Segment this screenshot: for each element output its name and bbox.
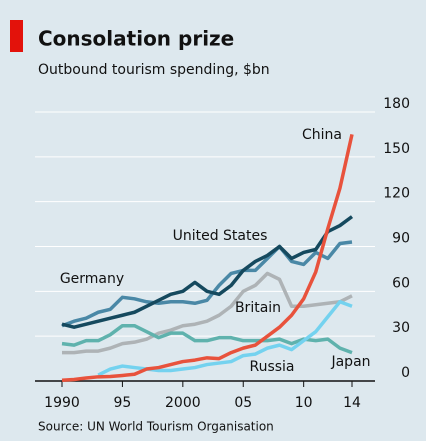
series-line [61,134,354,382]
y-tick-label: 30 [392,320,410,336]
series-line [61,240,353,328]
y-tick-label: 180 [383,96,410,112]
x-tick-label: 14 [343,395,361,411]
y-tick-label: 90 [392,231,410,247]
source: Source: UN World Tourism Organisation [38,420,274,434]
red-tag [10,20,23,52]
series-line [61,215,354,329]
x-tick-label: 05 [234,395,252,411]
x-tick-label: 2000 [165,395,201,411]
series-label: Japan [330,354,370,370]
x-tick-label: 95 [114,395,132,411]
series-label: Germany [60,271,124,287]
x-tick-label: 1990 [44,395,80,411]
y-tick-label: 150 [383,141,410,157]
series-line [62,271,353,355]
series-label: United States [173,228,268,244]
y-tick-label: 120 [383,186,410,202]
series-label: Russia [249,359,294,375]
series-line [97,300,353,377]
series-label: Britain [235,300,281,316]
series-label: China [302,127,342,143]
x-tick-label: 10 [295,395,313,411]
y-tick-label: 60 [392,275,410,291]
y-tick-label: 0 [401,365,410,381]
chart-title: Consolation prize [38,27,234,51]
chart-subtitle: Outbound tourism spending, $bn [38,62,270,78]
